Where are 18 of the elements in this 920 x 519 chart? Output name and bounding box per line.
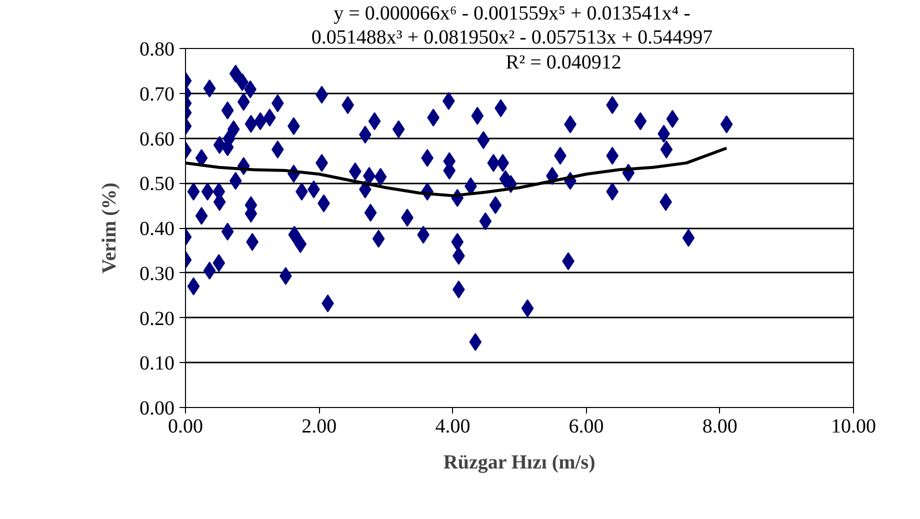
y-tick-label: 0.20	[140, 308, 174, 330]
y-tick-label: 0.30	[140, 262, 174, 285]
text: 0.051488x³ + 0.081950x² - 0.057513x + 0.544997	[311, 26, 713, 48]
x-tick-label: 2.00	[302, 416, 337, 438]
x-tick-label: 8.00	[702, 416, 738, 438]
y-tick-label: 0.40	[140, 218, 174, 240]
y-tick-label: 0.70	[140, 83, 174, 106]
text: y = 0.000066x⁶ - 0.001559x⁵ + 0.013541x⁴ -	[334, 2, 690, 24]
y-tick-label: 0.60	[140, 128, 174, 150]
y-axis-title: Verim (%)	[98, 182, 120, 274]
x-tick-label: 4.00	[435, 416, 470, 438]
x-tick-label: 10.00	[831, 416, 876, 438]
x-axis-title: Rüzgar Hızı (m/s)	[443, 452, 596, 474]
y-tick-label: 0.50	[140, 173, 174, 196]
x-tick-label: 6.00	[568, 416, 604, 438]
y-tick-label: 0.10	[140, 352, 174, 375]
y-tick-label: 0.80	[140, 38, 174, 60]
annotation: R² = 0.040912	[506, 52, 622, 74]
